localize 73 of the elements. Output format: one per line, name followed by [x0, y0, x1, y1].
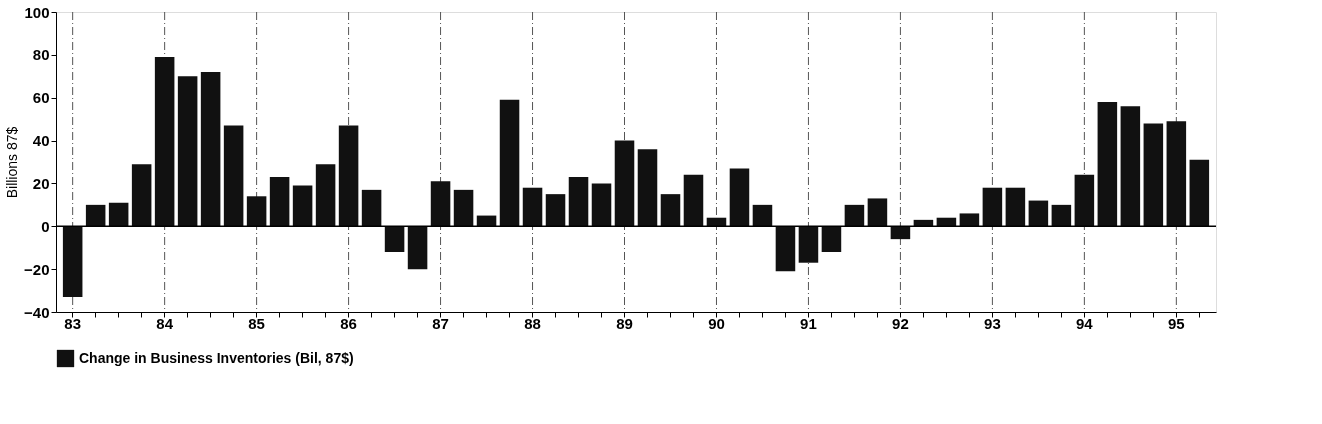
bar	[913, 219, 934, 227]
x-tick-label: 87	[432, 314, 449, 332]
bar	[407, 226, 428, 270]
bar	[752, 204, 773, 227]
bar	[177, 76, 198, 227]
bar	[1097, 102, 1118, 227]
x-tick-label: 88	[524, 314, 541, 332]
bar	[890, 226, 911, 240]
bar	[1051, 204, 1072, 227]
bar	[821, 226, 842, 252]
x-tick-label: 89	[616, 314, 633, 332]
bar	[131, 164, 152, 227]
bar	[637, 149, 658, 227]
y-tick-label: 0	[41, 217, 50, 235]
bar	[1074, 174, 1095, 227]
bar	[315, 164, 336, 227]
bar	[683, 174, 704, 227]
bar	[1120, 106, 1141, 227]
bar	[706, 217, 727, 227]
y-tick-label: 60	[32, 89, 50, 107]
bar	[798, 226, 819, 263]
y-tick-label: 80	[32, 46, 50, 64]
bar	[591, 183, 612, 227]
y-tick-label: 100	[24, 3, 50, 21]
bar	[499, 99, 520, 227]
bar	[545, 194, 566, 227]
bar	[453, 189, 474, 227]
bar	[1166, 121, 1187, 227]
y-tick-label: 20	[32, 174, 50, 192]
x-tick-label: 93	[984, 314, 1001, 332]
bar	[522, 187, 543, 227]
bar	[1005, 187, 1026, 227]
x-tick-label: 94	[1076, 314, 1094, 332]
bar	[775, 226, 796, 272]
x-tick-label: 92	[892, 314, 909, 332]
bar	[1189, 159, 1210, 227]
bar	[62, 226, 83, 297]
bar	[269, 177, 290, 227]
bar	[292, 185, 313, 227]
bar	[338, 125, 359, 227]
bar	[154, 57, 175, 227]
bar	[85, 204, 106, 227]
x-tick-label: 86	[340, 314, 357, 332]
bar	[108, 202, 129, 227]
y-axis-title: Billions 87$	[4, 126, 21, 199]
bar	[959, 213, 980, 227]
bar	[476, 215, 497, 227]
bar	[568, 177, 589, 227]
y-tick-label: 40	[32, 132, 50, 150]
bar	[660, 194, 681, 227]
bar	[936, 217, 957, 227]
bar	[1028, 200, 1049, 227]
bar	[844, 204, 865, 227]
bar	[430, 181, 451, 227]
bar	[246, 196, 267, 227]
legend-label: Change in Business Inventories (Bil, 87$)	[79, 349, 354, 366]
x-tick-label: 91	[800, 314, 817, 332]
x-tick-label: 90	[708, 314, 725, 332]
bar	[867, 198, 888, 227]
x-tick-label: 84	[156, 314, 174, 332]
bar	[223, 125, 244, 227]
x-tick-label: 83	[64, 314, 82, 332]
bar	[614, 140, 635, 227]
x-tick-label: 85	[248, 314, 265, 332]
bar	[1143, 123, 1164, 227]
bar	[729, 168, 750, 227]
bar	[982, 187, 1003, 227]
bar	[361, 189, 382, 227]
bar	[384, 226, 405, 252]
y-tick-label: −40	[24, 303, 50, 321]
bar	[200, 72, 221, 227]
y-tick-label: −20	[24, 260, 50, 278]
x-tick-label: 95	[1167, 314, 1185, 332]
